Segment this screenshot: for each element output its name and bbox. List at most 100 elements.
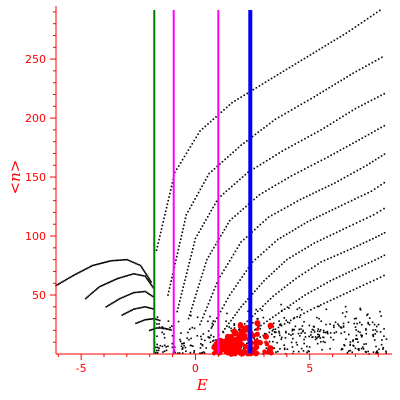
data-point [183, 220, 186, 223]
data-point [242, 303, 245, 306]
data-point [364, 193, 366, 196]
data-point [338, 275, 341, 278]
data-point [296, 316, 298, 318]
data-point [299, 335, 301, 337]
data-point [351, 351, 354, 354]
highlight-point [237, 322, 244, 328]
data-point [342, 115, 344, 118]
data-point [303, 57, 306, 60]
data-point [109, 280, 112, 283]
data-point [73, 274, 76, 276]
data-point [374, 60, 377, 62]
data-point [148, 278, 151, 280]
data-point [355, 287, 358, 290]
data-point [225, 106, 228, 109]
data-point [243, 238, 245, 241]
data-point [383, 153, 386, 155]
data-point [368, 239, 371, 241]
data-point [374, 333, 376, 335]
data-point [143, 270, 145, 272]
data-point [334, 207, 337, 210]
data-point [342, 293, 345, 296]
data-point [329, 347, 331, 350]
data-point [374, 130, 376, 132]
data-point [207, 330, 210, 332]
data-point [380, 315, 382, 317]
data-point [345, 145, 348, 148]
highlight-point [252, 349, 257, 354]
data-point [212, 339, 215, 342]
data-point [104, 283, 106, 286]
data-point [181, 343, 183, 345]
data-point [326, 281, 328, 284]
data-point [216, 165, 218, 168]
data-point [297, 171, 299, 174]
data-point [372, 237, 374, 240]
data-point [157, 349, 160, 352]
data-point [280, 338, 283, 341]
data-point [181, 289, 184, 292]
data-point [280, 209, 283, 211]
data-point [288, 322, 291, 324]
data-point [303, 312, 305, 315]
data-point [232, 317, 234, 319]
data-point [355, 329, 357, 331]
data-point [244, 300, 247, 303]
data-point [253, 198, 255, 201]
data-point [136, 273, 138, 276]
data-point [312, 218, 315, 220]
data-point [365, 329, 367, 331]
data-point [312, 52, 315, 54]
data-point [210, 296, 213, 298]
data-point [327, 185, 330, 187]
data-point [383, 207, 385, 210]
data-point [262, 161, 265, 164]
data-point [171, 346, 174, 349]
data-point [280, 324, 282, 326]
data-point [228, 294, 231, 296]
data-point [253, 167, 256, 170]
data-point [376, 350, 379, 352]
data-point [206, 306, 208, 309]
data-point [302, 350, 305, 352]
data-point [329, 323, 331, 325]
y-tick-label: 200 [25, 112, 46, 125]
data-point [363, 19, 366, 22]
data-point [268, 275, 270, 277]
data-point [254, 228, 256, 231]
data-point [113, 259, 115, 262]
data-point [209, 299, 211, 302]
data-point [171, 325, 173, 327]
data-point [320, 159, 323, 162]
data-point [340, 332, 342, 335]
data-point [380, 343, 383, 346]
data-point [288, 66, 291, 69]
data-point [317, 263, 319, 265]
data-point [277, 211, 279, 213]
data-point [304, 336, 307, 338]
data-point [254, 258, 257, 261]
data-point [297, 105, 299, 107]
data-point [136, 307, 138, 310]
data-point [225, 266, 227, 268]
data-point [330, 256, 332, 259]
data-point [342, 325, 345, 327]
data-point [310, 244, 313, 246]
data-point [313, 326, 316, 328]
data-point [144, 318, 146, 321]
data-point [141, 291, 143, 293]
data-point [150, 329, 152, 331]
data-point [347, 321, 350, 324]
data-point [146, 292, 149, 294]
data-point [280, 288, 283, 291]
data-point [360, 323, 363, 326]
data-point [357, 106, 360, 108]
data-point [156, 316, 159, 318]
data-point [151, 285, 154, 288]
data-point [154, 351, 157, 354]
data-point [348, 225, 351, 227]
data-point [332, 121, 335, 123]
data-point [368, 63, 370, 66]
data-point [195, 293, 197, 296]
data-point [346, 292, 348, 294]
